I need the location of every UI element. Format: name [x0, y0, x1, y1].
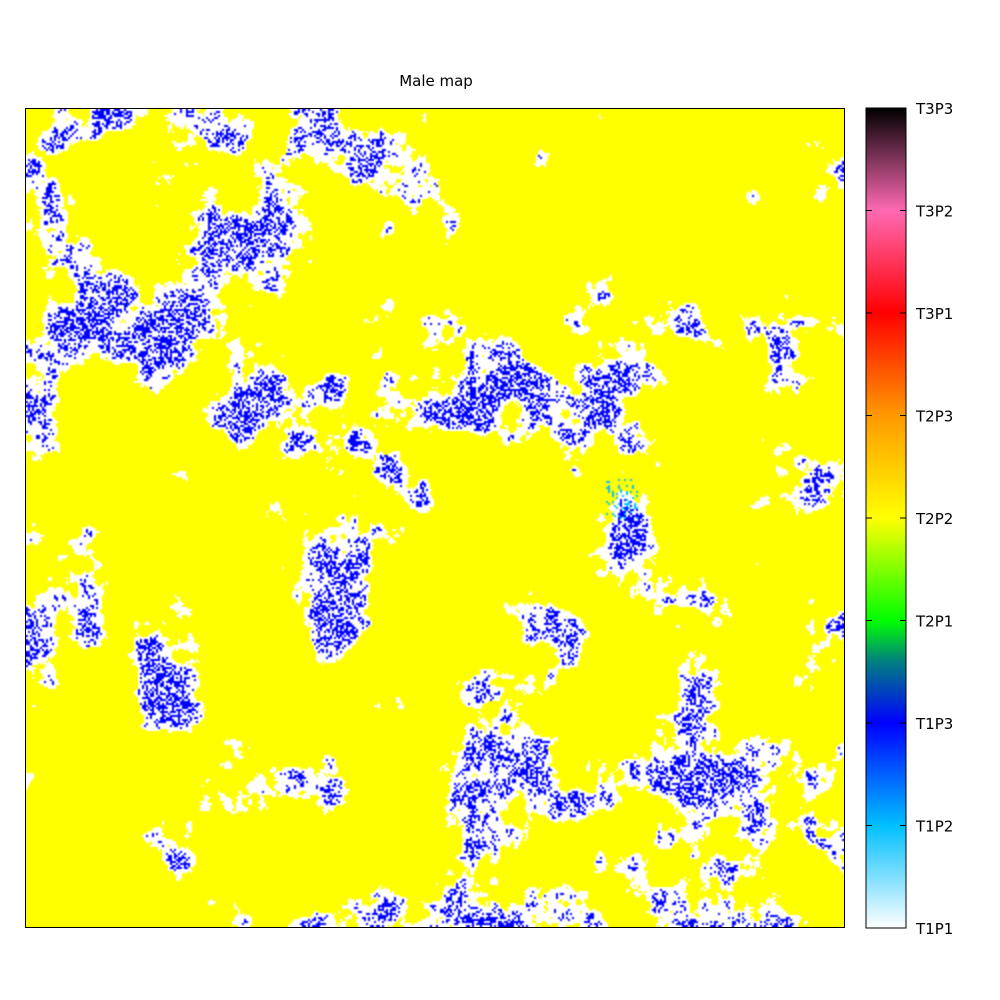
colorbar-tick-label: T2P2 — [915, 510, 953, 528]
colorbar-tick-label: T3P1 — [915, 305, 953, 323]
colorbar-tick-label: T2P3 — [915, 408, 953, 426]
colorbar-tick-label: T3P2 — [915, 203, 953, 221]
colorbar-tick-label: T1P1 — [915, 920, 953, 938]
heatmap-plot — [26, 109, 844, 927]
colorbar-tick-label: T3P3 — [915, 100, 953, 118]
colorbar-tick-label: T2P1 — [915, 613, 953, 631]
chart-title: Male map — [399, 72, 473, 90]
colorbar: T1P1 T1P2 T1P3 T2P1 T2P2 T2P3 T3P1 T3P2 T3P3 — [865, 100, 953, 938]
colorbar-tick-label: T1P2 — [915, 818, 953, 836]
colorbar-tick-label: T1P3 — [915, 715, 953, 733]
colorbar-gradient — [866, 108, 906, 928]
